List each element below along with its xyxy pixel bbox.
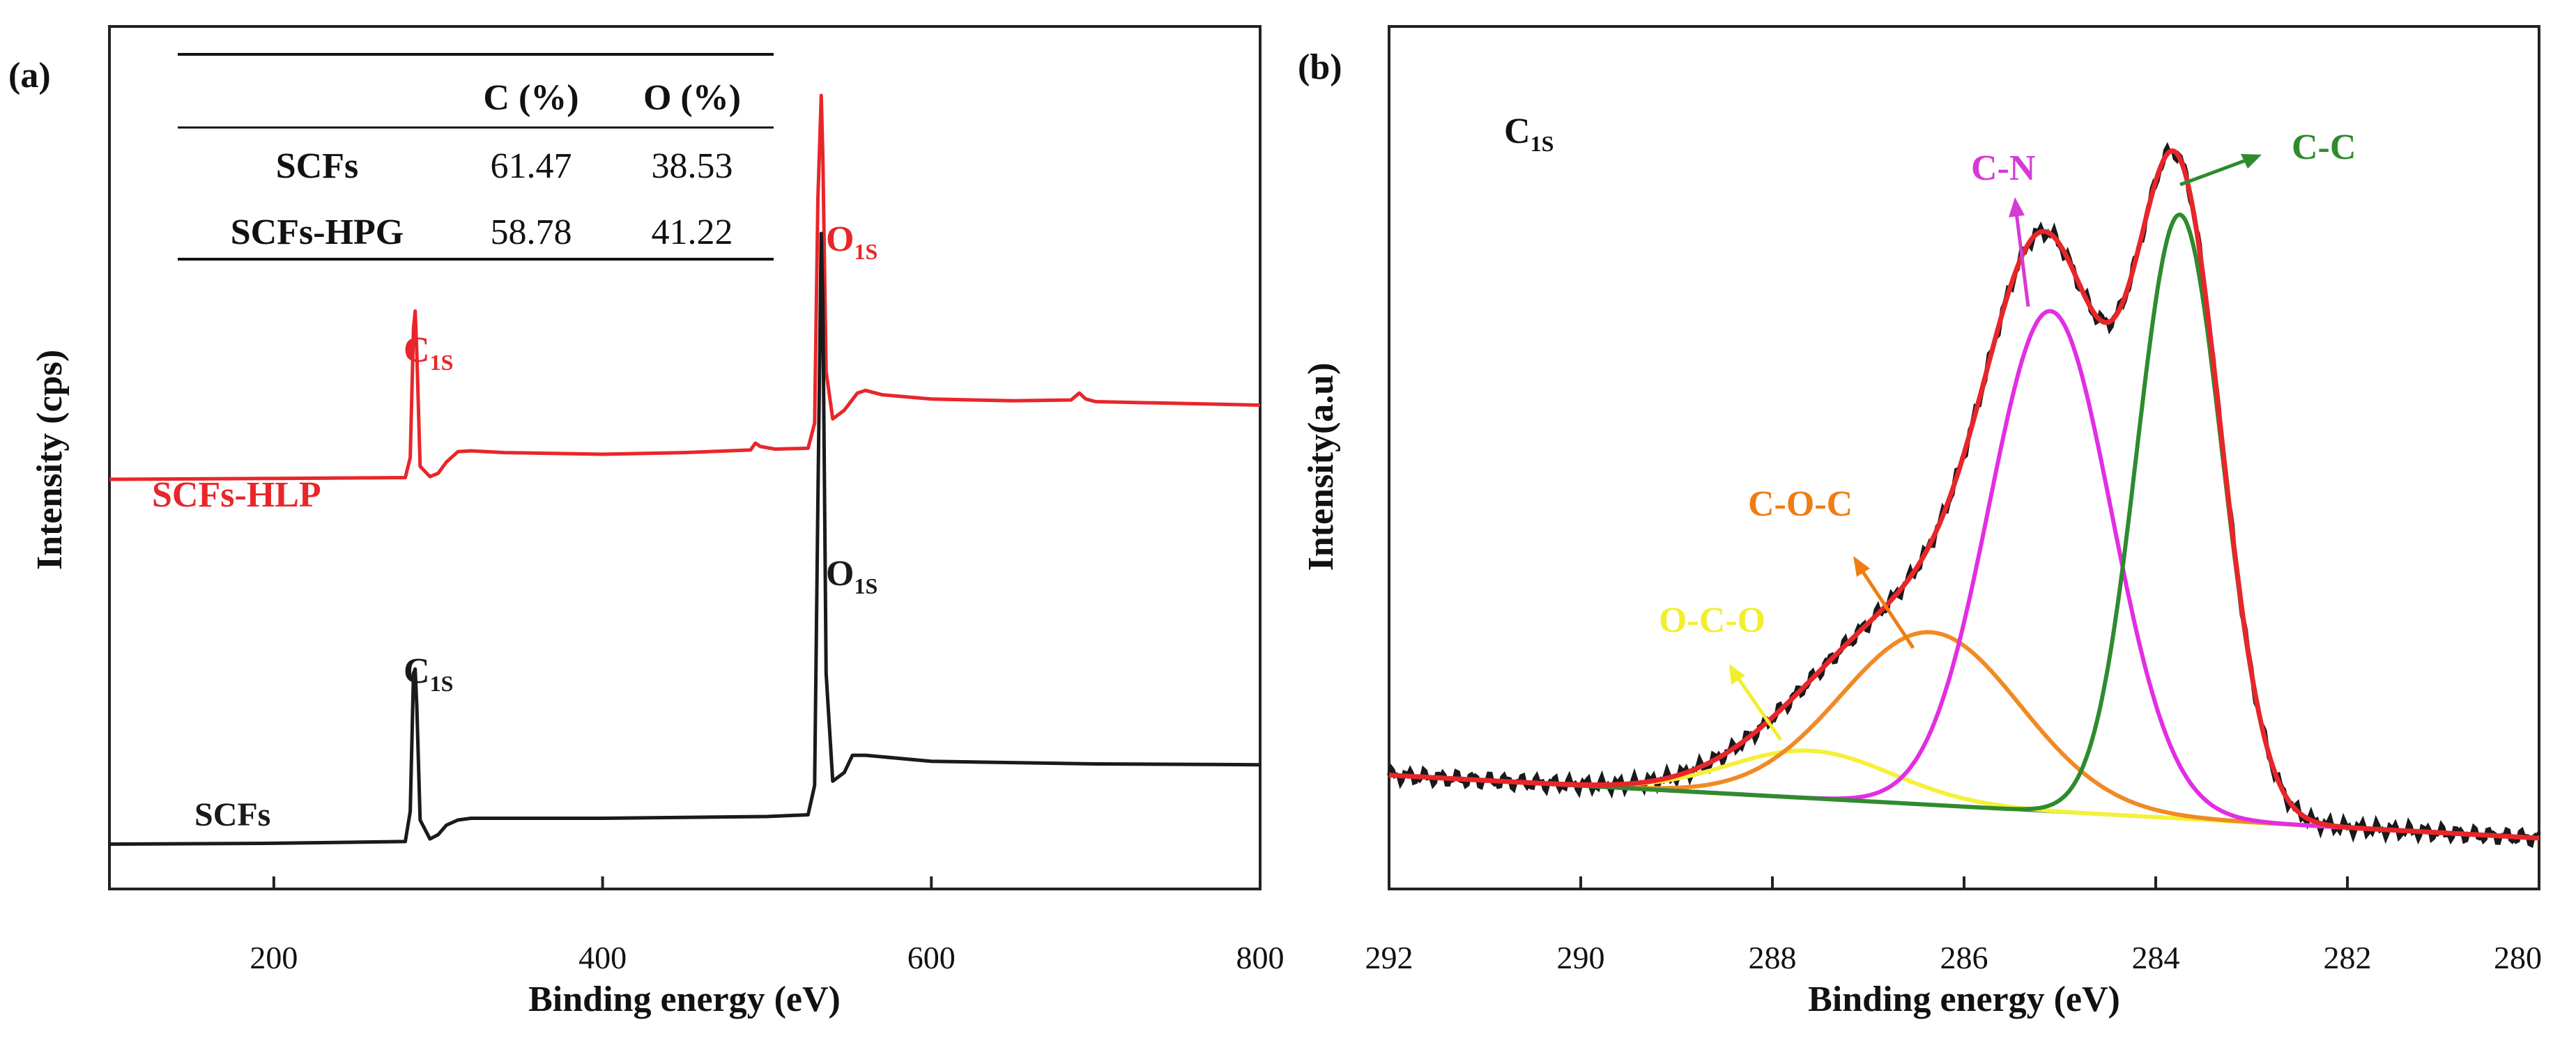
x-tick-label: 400 (578, 940, 627, 975)
panel-b-plot-area (1387, 141, 2541, 849)
label-o-c-o: O-C-O (1659, 601, 1765, 640)
x-tick-label: 290 (1557, 940, 1605, 975)
x-tick-label: 800 (1236, 940, 1285, 975)
table-cell: 41.22 (652, 212, 733, 252)
arrow-c-n (2014, 212, 2030, 307)
series-line-scfs-hlp (109, 93, 1261, 481)
table-cell: 61.47 (491, 146, 572, 186)
panel-b-x-axis: 292 290 288 286 284 282 280 (1365, 876, 2542, 975)
arrow-c-o-c-head (1853, 556, 1870, 577)
label-c-o-c: C-O-C (1748, 484, 1853, 524)
panel-a-x-axis-title: Binding energy (eV) (528, 980, 841, 1019)
panel-a-x-axis: 200 400 600 800 (250, 876, 1285, 975)
raw-spectrum-line (1387, 141, 2541, 849)
fit-envelope-line (1388, 148, 2540, 841)
label-c-n: C-N (1971, 148, 2035, 188)
panel-a-frame (108, 25, 1262, 890)
panel-a-plot-area (109, 93, 1261, 846)
table-cell: 58.78 (491, 212, 572, 252)
component-peak-c-n (1388, 309, 2540, 840)
series-label-scfs-hlp: SCFs-HLP (152, 475, 321, 515)
table-header-o: O (%) (643, 78, 741, 118)
panel-b-c1s-chart: (b) C1S 292 290 288 286 284 282 280 Binding en… (1298, 25, 2542, 1019)
table-row-label: SCFs (276, 146, 358, 186)
series-line-scfs (109, 231, 1261, 846)
scfs-o1s-annotation: O1S (826, 554, 877, 598)
panel-a-label: (a) (8, 56, 51, 95)
table-cell: 38.53 (652, 146, 733, 186)
hlp-c1s-annotation: C1S (404, 330, 453, 375)
panel-b-label: (b) (1298, 47, 1342, 87)
component-peak-c-c (1388, 212, 2540, 840)
series-label-scfs: SCFs (194, 796, 270, 833)
x-tick-label: 284 (2132, 940, 2180, 975)
arrow-c-o-c (1860, 568, 1915, 649)
composition-table: C (%) O (%) SCFs 61.47 38.53 SCFs-HPG 58… (178, 53, 774, 261)
hlp-o1s-annotation: O1S (826, 219, 877, 264)
arrow-c-n-head (2009, 197, 2025, 217)
x-tick-label: 292 (1365, 940, 1413, 975)
panel-b-title: C1S (1504, 111, 1554, 156)
arrow-c-c-head (2241, 154, 2262, 169)
panel-b-x-axis-title: Binding energy (eV) (1808, 980, 2120, 1019)
arrow-o-c-o-head (1729, 664, 1745, 685)
scfs-c1s-annotation: C1S (404, 651, 453, 696)
x-tick-label: 286 (1940, 940, 1988, 975)
x-tick-label: 280 (2494, 940, 2542, 975)
x-tick-label: 288 (1749, 940, 1797, 975)
x-tick-label: 282 (2324, 940, 2372, 975)
arrow-c-c (2179, 157, 2251, 187)
x-tick-label: 600 (907, 940, 956, 975)
x-tick-label: 200 (250, 940, 298, 975)
arrow-o-c-o (1735, 676, 1783, 741)
label-c-c: C-C (2292, 127, 2356, 167)
panel-a-y-axis-title: Intensity (cps) (30, 350, 70, 570)
panel-b-y-axis-title: Intensity(a.u) (1301, 362, 1341, 571)
component-peak-o-c-o (1388, 748, 2540, 840)
table-row-label: SCFs-HPG (231, 212, 404, 252)
table-header-c: C (%) (483, 78, 578, 118)
panel-a-survey-chart: (a) 200 400 600 800 Binding energy (eV) Int… (8, 25, 1285, 1019)
